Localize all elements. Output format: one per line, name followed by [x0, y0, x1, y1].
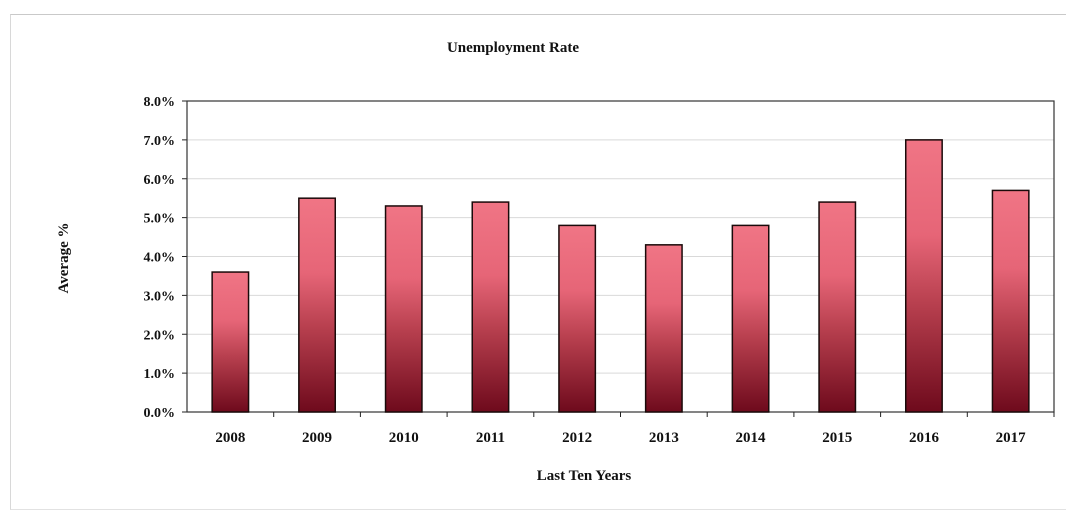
- y-tick-label: 2.0%: [144, 328, 176, 343]
- bar-2010: [384, 205, 423, 413]
- bar-2015: [818, 201, 857, 413]
- x-tick-label: 2014: [736, 430, 767, 446]
- bar-2013: [644, 244, 683, 413]
- x-axis-title: Last Ten Years: [537, 468, 632, 484]
- bar-2009: [298, 197, 337, 413]
- x-tick-label: 2016: [909, 430, 940, 446]
- y-tick-label: 1.0%: [144, 367, 176, 382]
- x-tick-label: 2009: [302, 430, 332, 446]
- y-tick-label: 5.0%: [144, 212, 176, 227]
- bar-2016: [904, 139, 943, 413]
- y-tick-label: 3.0%: [144, 289, 176, 304]
- x-tick-label: 2008: [215, 430, 245, 446]
- bar-2017: [991, 189, 1030, 413]
- chart-title: Unemployment Rate: [447, 40, 579, 56]
- plot-area: 0.0% 1.0% 2.0% 3.0% 4.0% 5.0% 6.0% 7.0% 8.0% 2008…: [144, 95, 1055, 446]
- x-tick-label: 2017: [996, 430, 1027, 446]
- y-tick-label: 7.0%: [144, 134, 176, 149]
- x-tick-label: 2015: [822, 430, 852, 446]
- y-tick-label: 6.0%: [144, 173, 176, 188]
- y-tick-label: 8.0%: [144, 95, 176, 110]
- chart-frame: [10, 14, 1066, 510]
- y-tick-label: 0.0%: [144, 406, 176, 421]
- bar-2012: [558, 224, 597, 413]
- x-tick-label: 2011: [476, 430, 505, 446]
- bar-2014: [731, 224, 770, 413]
- y-axis-title: Average %: [56, 223, 72, 294]
- bar-2011: [471, 201, 510, 413]
- x-tick-label: 2012: [562, 430, 592, 446]
- x-tick-label: 2010: [389, 430, 419, 446]
- bar-2008: [211, 271, 250, 413]
- x-tick-label: 2013: [649, 430, 679, 446]
- y-tick-label: 4.0%: [144, 251, 176, 266]
